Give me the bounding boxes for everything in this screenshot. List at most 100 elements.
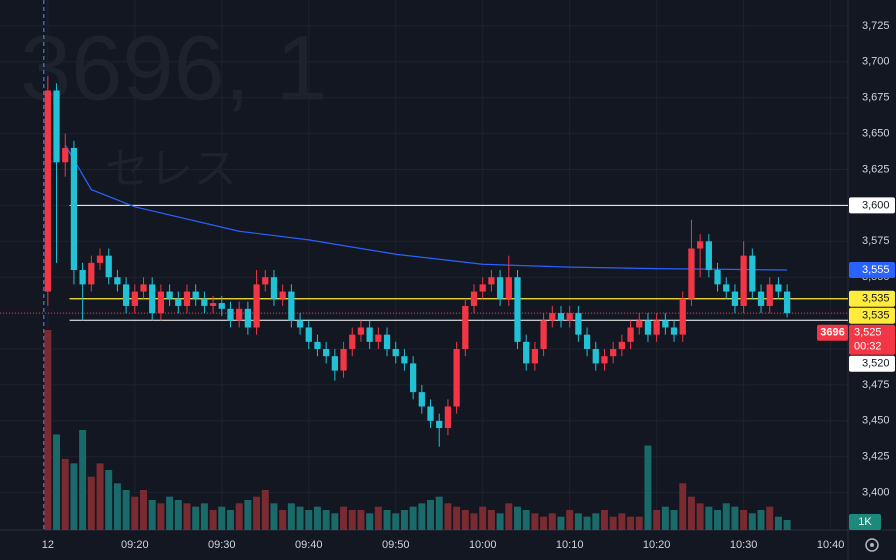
volume-bar	[157, 503, 165, 530]
candle-body	[340, 349, 347, 371]
candle-body	[105, 255, 112, 278]
candle-body	[636, 320, 643, 328]
candle-body	[662, 320, 669, 328]
volume-bar	[348, 510, 356, 530]
candle-body	[740, 255, 747, 306]
x-tick-label: 09:50	[382, 539, 410, 551]
volume-tag-label: 1K	[858, 516, 872, 528]
candle-body	[236, 308, 243, 321]
candle-body	[679, 298, 686, 335]
candle-body	[331, 356, 338, 371]
candle-body	[749, 255, 756, 292]
volume-bar	[740, 510, 748, 530]
volume-bar	[79, 430, 87, 530]
candle-body	[409, 363, 417, 393]
volume-bar	[714, 510, 722, 530]
volume-bar	[44, 330, 52, 530]
symbol-label: 3696	[820, 327, 844, 339]
price-tag	[849, 197, 895, 214]
candle-body	[766, 284, 773, 306]
volume-bar	[183, 503, 191, 530]
candle-body	[122, 284, 130, 306]
volume-bar	[113, 483, 121, 530]
volume-bar	[296, 506, 304, 530]
candle-body	[714, 270, 721, 285]
price-tag	[849, 355, 895, 372]
candle-body	[653, 320, 660, 335]
volume-bar	[531, 513, 539, 530]
candle-body	[288, 291, 295, 321]
price-tag-label: 3,535	[862, 310, 890, 322]
volume-bar	[227, 510, 234, 530]
volume-bar	[122, 490, 130, 530]
volume-bar	[148, 500, 156, 530]
volume-bar	[209, 510, 217, 530]
candle-body	[366, 327, 373, 342]
candle-body	[244, 308, 252, 328]
settings-icon[interactable]	[865, 538, 879, 552]
candle-body	[253, 284, 260, 328]
candle-body	[375, 334, 382, 342]
candle-body	[296, 320, 304, 328]
volume-bar	[140, 490, 147, 530]
y-tick-label: 3,625	[862, 163, 890, 175]
candle-body	[140, 284, 147, 292]
candle-body	[418, 392, 425, 407]
volume-bar	[635, 516, 643, 530]
y-tick-label: 3,425	[862, 451, 890, 463]
volume-bar	[409, 506, 417, 530]
volume-bar	[574, 513, 582, 530]
candle-body	[392, 349, 399, 357]
candle-body	[227, 308, 234, 321]
candle-body	[53, 90, 60, 163]
candle-body	[505, 277, 512, 299]
watermark: 3696, 1	[20, 17, 327, 119]
candle-body	[775, 284, 782, 292]
volume-bar	[774, 516, 782, 530]
candle-body	[583, 334, 591, 350]
candle-body	[166, 291, 173, 299]
candle-body	[610, 349, 617, 357]
candle-body	[436, 420, 443, 429]
candle-body	[201, 298, 208, 306]
candle-body	[444, 406, 452, 429]
x-tick-label: 12	[42, 539, 54, 551]
volume-bar	[696, 503, 704, 530]
volume-bar	[235, 503, 243, 530]
volume-bar	[479, 506, 487, 530]
volume-bar	[61, 458, 69, 530]
volume-bar	[600, 510, 608, 530]
candle-body	[323, 349, 330, 357]
candle-body	[44, 90, 51, 292]
candle-body	[705, 241, 712, 271]
volume-bar	[592, 513, 600, 530]
candle-body	[157, 291, 165, 314]
volume-bar	[218, 506, 226, 530]
price-tag-label: 3,600	[862, 199, 890, 211]
candle-body	[601, 356, 608, 364]
candle-body	[270, 277, 278, 299]
candle-body	[644, 320, 652, 335]
candle-body	[70, 147, 78, 271]
volume-bar	[748, 513, 756, 530]
candle-body	[209, 303, 217, 306]
candle-body	[262, 277, 269, 285]
volume-bar	[53, 434, 61, 530]
volume-bar	[392, 513, 400, 530]
candle-body	[314, 341, 321, 350]
candle-body	[131, 291, 138, 306]
volume-bar	[496, 513, 504, 530]
candle-body	[88, 262, 95, 285]
candle-body	[383, 334, 391, 350]
y-tick-label: 3,725	[862, 20, 890, 32]
symbol-tag	[817, 324, 848, 341]
volume-bar	[322, 510, 330, 530]
last-price-label: 3,525	[854, 327, 882, 339]
volume-bar	[766, 506, 774, 530]
candle-body	[305, 327, 312, 342]
candle-body	[175, 298, 182, 306]
candle-body	[496, 277, 504, 299]
volume-bar	[670, 510, 678, 530]
volume-bar	[200, 503, 208, 530]
volume-bar	[783, 520, 791, 530]
